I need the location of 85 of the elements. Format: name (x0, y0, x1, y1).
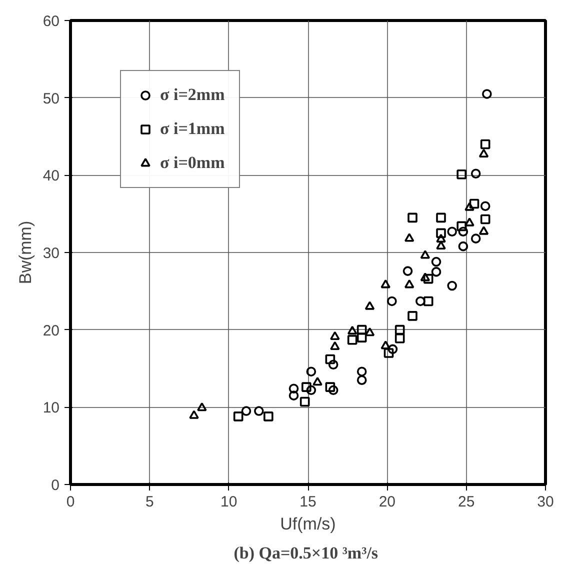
point (423, 274, 434, 284)
point (384, 348, 394, 358)
point (394, 324, 405, 335)
x-tick-label: 25 (458, 494, 475, 510)
point (436, 212, 446, 223)
point (470, 168, 481, 179)
point (233, 412, 244, 422)
point (458, 241, 468, 252)
point (330, 341, 340, 350)
point (431, 266, 442, 277)
x-tick-label: 0 (66, 494, 75, 510)
point (480, 201, 490, 211)
legend-label: σ i=1mm (160, 119, 225, 139)
point (356, 332, 367, 342)
point (306, 366, 316, 376)
point (189, 410, 199, 419)
point (325, 354, 336, 364)
point (456, 221, 466, 232)
point (416, 296, 426, 306)
point (469, 198, 480, 209)
point (356, 375, 367, 385)
point (478, 226, 489, 235)
point (264, 412, 274, 422)
x-axis-title: Uf(m/s) (280, 514, 336, 534)
y-tick-label: 10 (42, 400, 60, 417)
point (312, 376, 322, 386)
x-tick-label: 10 (220, 494, 238, 510)
x-tick-label: 5 (145, 494, 154, 510)
x-tick-label: 15 (300, 494, 316, 510)
y-tick-label: 30 (42, 245, 60, 262)
point (288, 390, 299, 400)
point (394, 333, 405, 344)
point (420, 272, 430, 282)
y-axis-title: Bw(mm) (16, 220, 35, 284)
point (388, 344, 398, 354)
point (347, 326, 358, 335)
point (458, 226, 468, 237)
point (464, 202, 474, 211)
point (306, 385, 316, 396)
y-tick-label: 50 (42, 90, 60, 108)
point (482, 89, 492, 99)
point (480, 139, 490, 150)
y-tick-label: 40 (42, 168, 60, 185)
point (328, 360, 338, 370)
point (347, 334, 358, 345)
point (288, 384, 299, 394)
point (325, 382, 336, 392)
point (408, 212, 418, 223)
point (404, 233, 414, 242)
x-tick-label: 30 (537, 494, 554, 510)
y-tick-label: 0 (51, 477, 60, 494)
y-tick-label: 60 (42, 13, 60, 30)
point (302, 382, 312, 392)
point (470, 234, 481, 244)
point (478, 148, 489, 158)
x-tick-label: 20 (378, 494, 396, 510)
point (330, 331, 340, 340)
point (402, 266, 413, 276)
point (447, 280, 457, 291)
point (464, 218, 474, 226)
point (447, 226, 457, 237)
point (328, 385, 338, 396)
point (300, 396, 310, 407)
point (456, 169, 466, 180)
point (356, 324, 367, 335)
text: (b) Qa=0.5×10 ³m³/s (234, 544, 378, 562)
point (436, 234, 446, 243)
y-tick-label: 20 (42, 322, 60, 340)
point (356, 366, 367, 376)
point (420, 250, 430, 259)
point (408, 311, 418, 321)
point (480, 214, 490, 224)
point (254, 406, 264, 416)
point (380, 340, 390, 350)
point (404, 279, 414, 288)
point (436, 228, 446, 238)
point (380, 279, 390, 288)
legend-label: σ i=0mm (160, 153, 225, 173)
point (241, 406, 252, 416)
legend-label: σ i=2mm (160, 85, 225, 105)
point (364, 301, 375, 310)
point (431, 256, 442, 267)
point (387, 296, 397, 306)
point (197, 402, 207, 412)
point (423, 296, 434, 306)
